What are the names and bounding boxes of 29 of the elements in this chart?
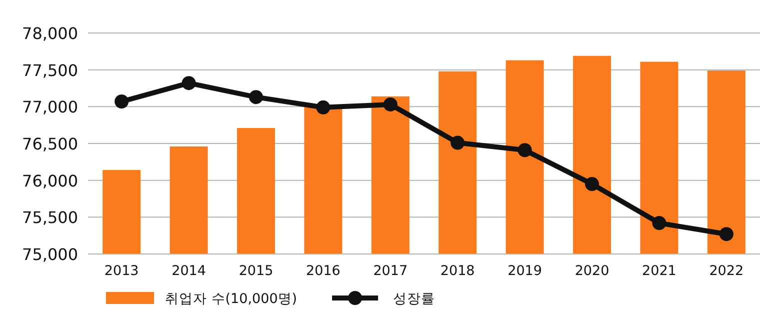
y-tick-label: 76,000 bbox=[22, 171, 78, 190]
point bbox=[114, 94, 129, 109]
y-tick-label: 77,000 bbox=[22, 98, 78, 117]
point bbox=[719, 227, 734, 242]
y-tick-label: 78,000 bbox=[22, 24, 78, 43]
x-tick-label: 2015 bbox=[238, 263, 274, 279]
y-tick-label: 75,500 bbox=[22, 208, 78, 228]
x-tick-label: 2013 bbox=[104, 263, 139, 279]
point bbox=[182, 76, 196, 90]
point bbox=[518, 143, 532, 158]
legend-label: 성장률 bbox=[393, 291, 436, 307]
x-tick-label: 2016 bbox=[306, 263, 340, 279]
x-tick-label: 2017 bbox=[373, 263, 408, 279]
x-tick-label: 2022 bbox=[709, 263, 744, 279]
point bbox=[316, 100, 330, 114]
legend-label: 취업자 수(10,000명) bbox=[165, 291, 298, 307]
point bbox=[383, 97, 398, 112]
y-tick-label: 76,500 bbox=[22, 134, 78, 154]
point bbox=[652, 216, 666, 230]
x-tick-label: 2021 bbox=[642, 263, 676, 279]
point bbox=[249, 90, 263, 104]
x-tick-label: 2019 bbox=[508, 263, 542, 279]
x-tick-label: 2018 bbox=[440, 263, 475, 279]
y-tick-label: 77,500 bbox=[22, 60, 78, 80]
point bbox=[585, 177, 599, 192]
x-tick-label: 2020 bbox=[574, 263, 610, 279]
x-tick-label: 2014 bbox=[172, 263, 206, 279]
point bbox=[450, 136, 465, 150]
y-tick-label: 75,000 bbox=[22, 245, 78, 264]
